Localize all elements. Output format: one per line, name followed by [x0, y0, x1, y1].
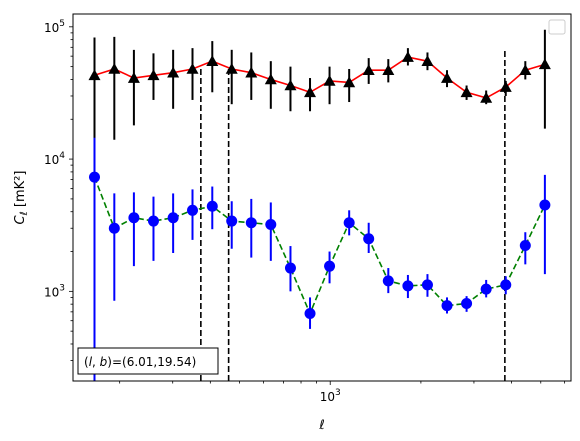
legend: [548, 19, 566, 35]
data-point: [147, 215, 159, 227]
data-point: [304, 308, 316, 320]
annotation-box: [77, 347, 219, 375]
y-tick-label: 103: [44, 283, 65, 299]
data-point: [323, 74, 336, 86]
data-point: [147, 69, 160, 81]
series-1: [88, 29, 551, 292]
x-tick-label: 103: [320, 388, 341, 404]
annotation-text: (l, b)=(6.01,19.54): [84, 355, 196, 369]
data-point: [382, 64, 395, 75]
data-point: [284, 262, 296, 274]
data-point: [324, 260, 336, 272]
data-point: [500, 279, 512, 291]
y-tick-label: 105: [44, 19, 65, 35]
data-point: [265, 219, 277, 231]
data-point: [206, 200, 218, 212]
data-point: [304, 86, 317, 98]
y-tick-label: 104: [44, 151, 65, 167]
data-point: [245, 66, 258, 78]
data-point: [519, 64, 532, 75]
data-point: [460, 86, 473, 98]
data-point: [539, 199, 551, 211]
data-point: [167, 66, 180, 78]
x-axis-label: ℓ: [318, 418, 324, 433]
data-point: [499, 81, 512, 92]
data-point: [461, 297, 473, 309]
series-line: [94, 56, 546, 99]
series-line: [93, 176, 546, 316]
data-point: [441, 300, 453, 312]
data-point: [538, 58, 551, 70]
data-point: [226, 215, 238, 227]
data-point: [108, 62, 121, 74]
data-point: [284, 79, 297, 91]
axes: 103 103 104 105 ℓ Cℓ [mK²]: [13, 13, 572, 433]
data-point: [480, 91, 493, 103]
data-point: [186, 62, 199, 74]
data-point: [421, 55, 434, 66]
annotation: (l, b)=(6.01,19.54): [77, 347, 219, 375]
data-point: [167, 212, 179, 224]
data-point: [88, 69, 101, 81]
data-point: [519, 240, 531, 252]
data-point: [225, 62, 238, 74]
data-point: [363, 233, 375, 245]
data-point: [206, 55, 219, 66]
data-point: [245, 217, 257, 229]
data-point: [343, 76, 356, 88]
data-point: [343, 217, 355, 229]
series-2: [88, 137, 551, 381]
data-point: [264, 73, 277, 85]
data-point: [88, 171, 100, 183]
legend-box: [548, 19, 566, 35]
data-point: [362, 64, 375, 75]
data-point: [382, 275, 394, 287]
y-axis-label: Cℓ [mK²]: [13, 171, 30, 225]
data-point: [108, 222, 120, 234]
data-point: [401, 51, 414, 62]
data-point: [480, 283, 492, 295]
plot-content: [88, 29, 551, 381]
plot-frame: [72, 13, 572, 382]
data-point: [402, 280, 414, 292]
data-point: [421, 279, 433, 291]
data-point: [128, 212, 140, 224]
data-point: [441, 72, 454, 83]
data-point: [186, 204, 198, 216]
data-point: [127, 72, 140, 83]
